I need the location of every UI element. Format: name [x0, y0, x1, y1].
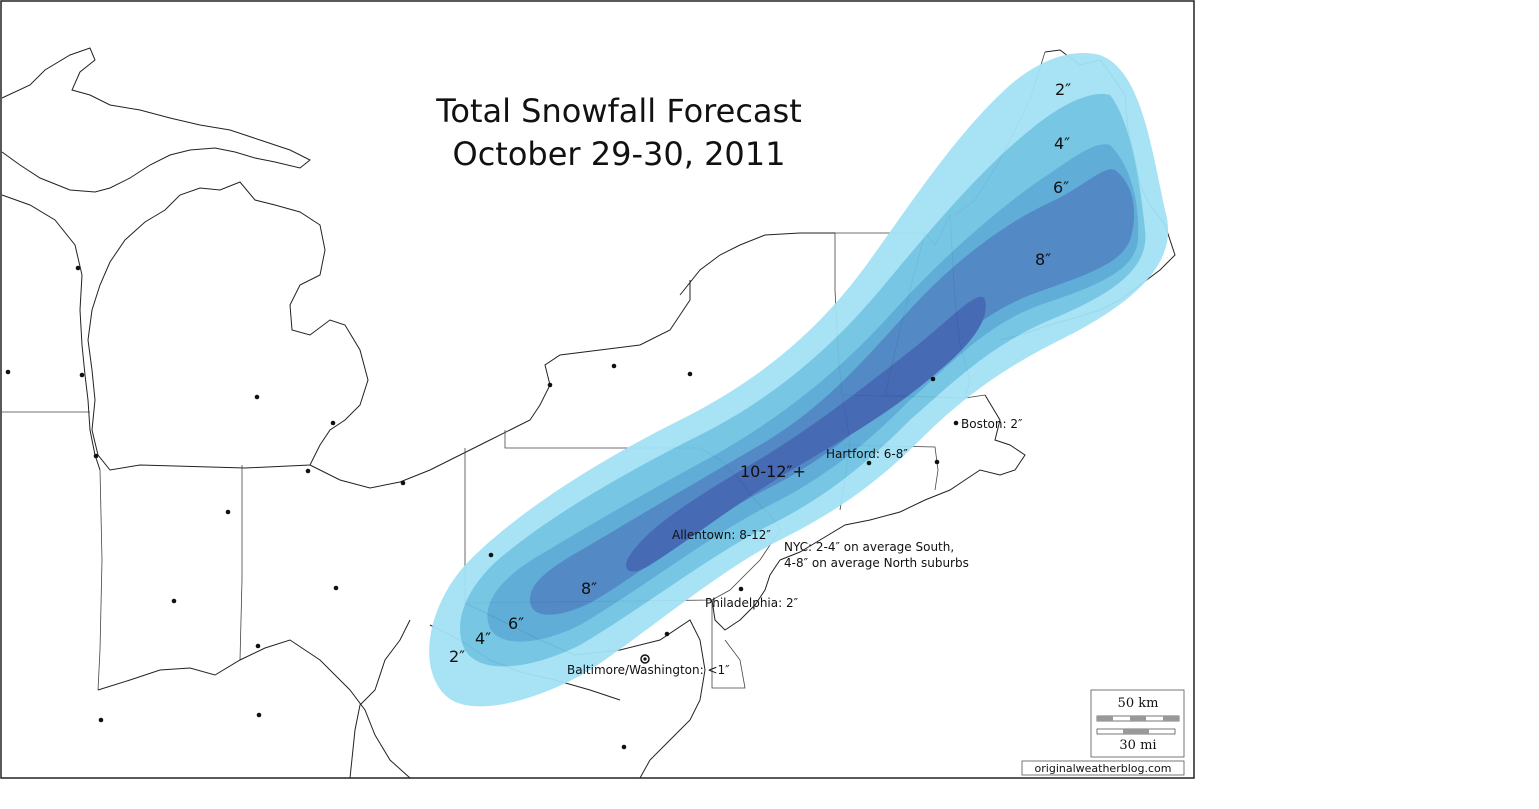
city-markers — [5, 265, 959, 750]
city-label-baltimore-washington: Baltimore/Washington: <1″ — [567, 663, 730, 677]
contour-label-4-ne: 4″ — [1054, 134, 1070, 153]
new-england-coast — [779, 394, 1026, 561]
band-8-inch — [530, 169, 1135, 615]
ohio-river — [97, 639, 411, 779]
contour-label-center: 10-12″+ — [740, 462, 806, 481]
contour-label-8-ne: 8″ — [1035, 250, 1051, 269]
contour-label-8-sw: 8″ — [581, 579, 597, 598]
band-10-inch — [626, 296, 986, 572]
credit-box — [1021, 760, 1185, 776]
michigan-lower-peninsula — [87, 181, 369, 471]
wv-virginia-line — [349, 619, 411, 779]
indiana-ohio-border — [239, 465, 243, 661]
credit-text: originalweatherblog.com — [1035, 762, 1172, 775]
city-label-allentown: Allentown: 8-12″ — [672, 528, 771, 542]
contour-label-6-ne: 6″ — [1053, 178, 1069, 197]
indiana-west-border — [97, 469, 103, 691]
city-label-nyc-line1: NYC: 2-4″ on average South, — [784, 540, 954, 554]
michigan-upper-peninsula — [1, 47, 311, 193]
city-label-nyc-line2: 4-8″ on average North suburbs — [784, 556, 969, 570]
scale-km-label: 50 km — [1118, 696, 1159, 711]
new-jersey-coast — [711, 559, 781, 631]
lake-erie-shore — [309, 280, 691, 489]
contour-label-2-sw: 2″ — [449, 647, 465, 666]
scale-mi-label: 30 mi — [1119, 738, 1156, 753]
map-title-line2: October 29-30, 2011 — [453, 135, 786, 173]
city-label-boston: Boston: 2″ — [961, 417, 1023, 431]
map-title-line1: Total Snowfall Forecast — [435, 92, 801, 130]
city-label-philadelphia: Philadelphia: 2″ — [705, 596, 799, 610]
city-label-hartford: Hartford: 6-8″ — [826, 447, 908, 461]
contour-label-6-sw: 6″ — [508, 614, 524, 633]
contour-label-4-sw: 4″ — [475, 629, 491, 648]
lake-ontario-shore — [679, 232, 835, 296]
wisconsin-shoreline — [1, 194, 101, 471]
contour-label-2-ne: 2″ — [1055, 80, 1071, 99]
snowfall-bands — [429, 53, 1169, 707]
delaware-border — [711, 600, 746, 689]
scale-bar: 50 km 30 mi — [1090, 689, 1185, 758]
